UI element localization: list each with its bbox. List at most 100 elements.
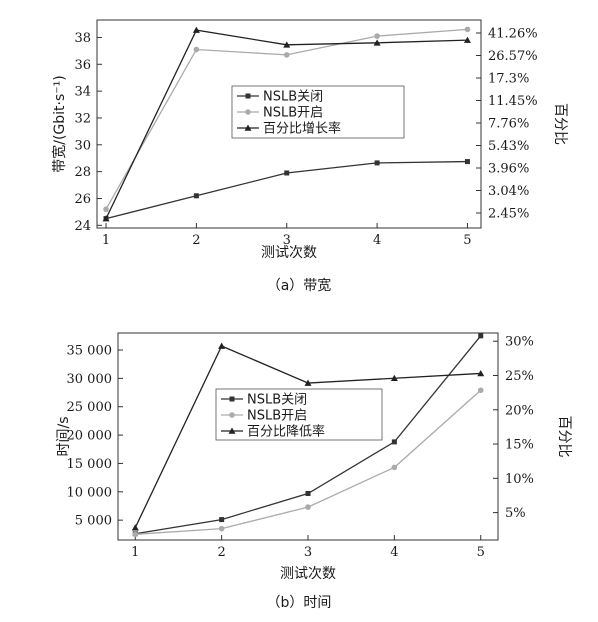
y2-tick-label: 26.57% [488,49,538,64]
legend-marker [229,412,235,418]
y-axis-label: 时间/s [56,416,72,456]
x-axis-label: 测试次数 [280,566,336,582]
legend-marker [228,427,236,434]
legend-label: 百分比降低率 [247,424,325,440]
data-point [218,525,225,532]
data-point [132,531,139,538]
series-1 [103,159,470,222]
plot-frame [96,19,482,229]
x-tick-label: 5 [463,233,471,248]
y-tick-label: 30 000 [67,372,113,387]
y-tick-label: 10 000 [67,485,113,500]
legend-box [215,388,383,441]
y2-tick-label: 41.26% [488,27,538,42]
x-tick-label: 3 [304,545,312,560]
y2-tick-label: 15% [505,438,534,453]
y-axis-label: 带宽/(Gbit·s⁻¹) [51,75,68,173]
data-point [218,342,226,349]
x-tick-label: 1 [131,545,139,560]
y-tick-label: 36 [74,58,91,73]
data-point [477,387,484,394]
y-tick-label: 28 [74,165,91,180]
data-point [463,36,471,43]
data-point [390,374,398,382]
data-point [284,170,290,176]
legend-label: 百分比增长率 [263,121,341,137]
series-line [105,160,468,220]
y2-axis-label: 百分比 [556,416,572,458]
x-tick-label: 3 [283,233,291,248]
y2-tick-label: 11.45% [488,94,538,109]
data-point [391,464,398,471]
data-point [131,524,139,531]
y2-tick-label: 7.76% [488,117,529,132]
data-point [219,517,225,523]
y2-tick-label: 17.3% [488,72,529,87]
data-point [283,41,291,48]
legend-marker [244,124,252,131]
data-point [477,369,485,377]
y-tick-label: 35 000 [67,344,113,359]
legend-marker [245,93,251,99]
legend-label: NSLB开启 [263,106,323,121]
series-3 [131,342,485,531]
data-point [193,193,199,199]
y2-tick-label: 20% [505,403,534,418]
legend-label: NSLB关闭 [247,393,307,408]
x-axis-label: 测试次数 [261,245,317,261]
x-tick-label: 5 [477,545,485,560]
y-tick-label: 24 [74,219,91,234]
data-point [478,333,484,339]
y-tick-label: 30 [74,138,91,153]
data-point [374,33,380,39]
data-point [283,52,290,58]
data-point [373,39,381,46]
y-tick-label: 26 [74,192,91,207]
y-tick-label: 15 000 [67,457,113,472]
x-tick-label: 2 [192,233,200,248]
data-point [374,160,380,166]
series-2 [103,26,471,213]
series-3 [102,26,471,222]
data-point [304,379,312,386]
y2-tick-label: 3.04% [488,184,529,199]
data-point [464,26,471,33]
y-tick-label: 25 000 [67,400,113,415]
y2-tick-label: 2.45% [488,207,529,222]
data-point [103,206,109,213]
y-tick-label: 20 000 [67,429,113,444]
x-tick-label: 4 [373,233,381,248]
y-tick-label: 32 [74,111,91,126]
chart-bandwidth: 1 2 3 4 524262830323436382.45%3.04%3.96%5.43… [51,19,568,294]
x-tick-label: 2 [217,545,225,560]
y2-tick-label: 30% [505,335,534,350]
legend-marker [229,396,235,402]
data-point [193,46,200,53]
y2-tick-label: 25% [505,369,534,384]
data-point [464,159,470,165]
x-tick-label: 4 [390,545,398,560]
chart-time: 1 2 3 4 5 5 000 10 000 15 000 20 000 25 000 30 000… [56,332,572,611]
figure-caption: （b）时间 [267,595,332,611]
y-tick-label: 38 [74,31,91,46]
y2-tick-label: 3.96% [488,162,529,177]
y2-tick-label: 5% [505,506,526,521]
data-point [391,439,397,445]
legend-box [231,85,405,139]
figure-caption: （a）带宽 [267,277,332,294]
data-point [305,504,311,510]
data-point [102,215,110,222]
series-2 [132,387,484,538]
y2-tick-label: 5.43% [488,139,529,154]
y2-axis-label: 百分比 [552,103,568,145]
legend-label: NSLB开启 [247,409,307,424]
data-point [192,26,200,33]
data-point [305,490,311,496]
y-tick-label: 34 [74,85,91,100]
y2-tick-label: 10% [505,472,534,487]
x-tick-label: 1 [102,233,110,248]
y-tick-label: 5 000 [75,514,112,529]
